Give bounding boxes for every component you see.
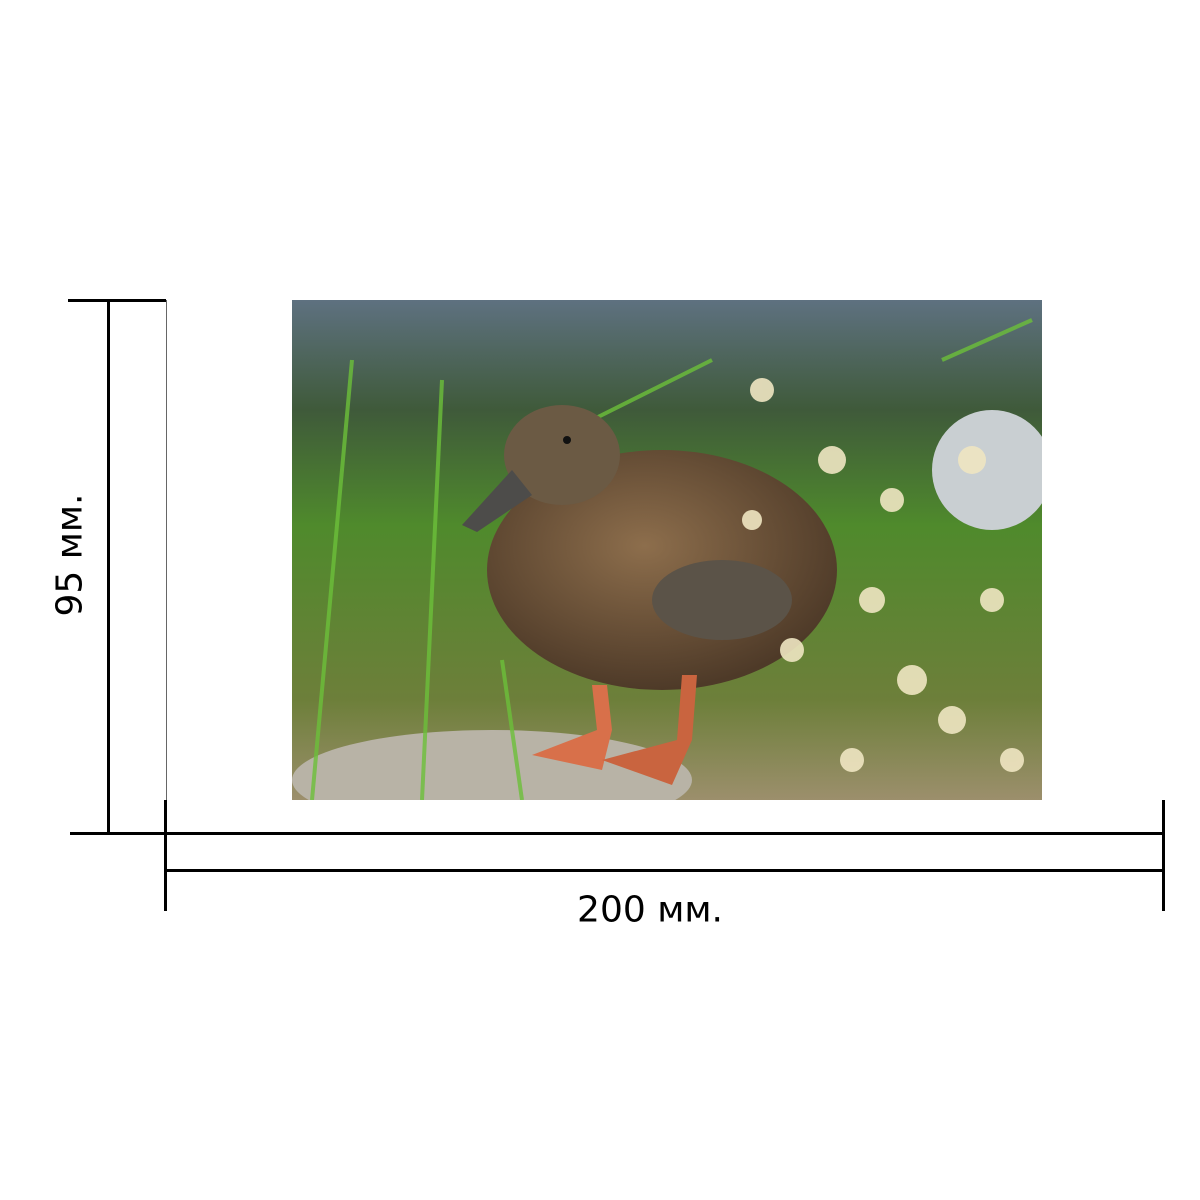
height-top-tick [68,299,166,302]
width-dimension-line [166,869,1165,872]
width-right-tick [1162,800,1165,911]
product-left-edge [166,300,167,800]
duck-photo [292,300,1042,800]
width-label: 200 мм. [577,889,723,931]
height-dimension-line [107,300,110,834]
height-label: 95 мм. [49,493,91,617]
width-top-baseline [70,832,1165,835]
width-left-tick [164,800,167,911]
